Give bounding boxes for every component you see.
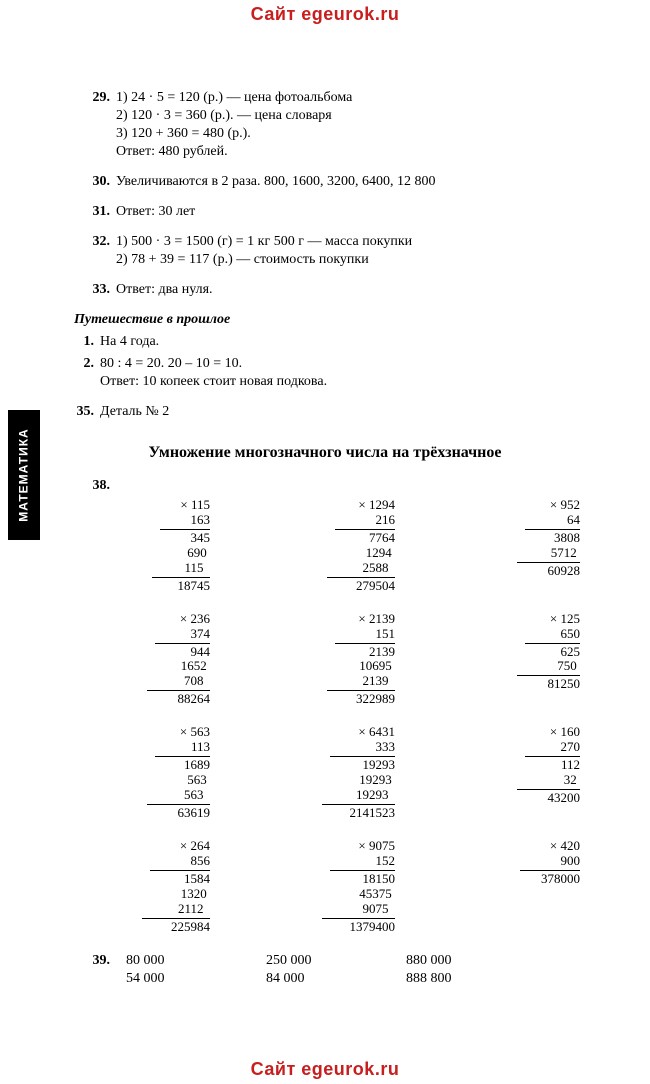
answer-column: 880 000888 800 <box>406 953 546 989</box>
multiplication-column: × 563 113 1689 563 563 63619 <box>120 725 210 821</box>
problem-text: 1) 24 · 5 = 120 (р.) — цена фотоальбома <box>116 90 352 105</box>
multiplication-column: × 952 64 38085712 60928 <box>490 498 580 594</box>
problem-num: 31. <box>74 204 110 220</box>
multiplication-column: × 1294 216 7764 1294 2588 279504 <box>305 498 395 594</box>
problem-num: 35. <box>74 404 94 420</box>
problem-text: 2) 120 · 3 = 360 (р.). — цена словаря <box>116 108 610 124</box>
problem-text: Деталь № 2 <box>100 404 169 419</box>
problem-29: 29. 1) 24 · 5 = 120 (р.) — цена фотоальбо… <box>74 90 610 160</box>
multiplication-column: × 115 163 345 690 115 18745 <box>120 498 210 594</box>
answer-column: 80 00054 000 <box>126 953 266 989</box>
problem-text: Ответ: два нуля. <box>116 282 213 297</box>
multiplication-column: × 160 270 112 32 43200 <box>490 725 580 821</box>
problem-num: 38. <box>74 478 110 494</box>
answer-column: 250 00084 000 <box>266 953 406 989</box>
multiplication-column: × 6431 333 19293 19293 19293 2141523 <box>305 725 395 821</box>
past-problem-1: 1. На 4 года. <box>74 334 610 350</box>
problem-text: Ответ: 30 лет <box>116 204 195 219</box>
problem-text: Ответ: 480 рублей. <box>116 144 610 160</box>
problem-text: Ответ: 10 копеек стоит новая подкова. <box>100 374 610 390</box>
problem-num: 33. <box>74 282 110 298</box>
watermark-bottom: Сайт egeurok.ru <box>251 1059 400 1080</box>
multiplication-row: × 236 374 9441652 708 88264 × 2139 151 21… <box>120 612 580 708</box>
page-content: 29. 1) 24 · 5 = 120 (р.) — цена фотоальбо… <box>0 0 650 1029</box>
past-problem-2: 2. 80 : 4 = 20. 20 – 10 = 10. Ответ: 10 к… <box>74 356 610 390</box>
multiplication-column: × 125 650 625 750 81250 <box>490 612 580 708</box>
problem-31: 31. Ответ: 30 лет <box>74 204 610 220</box>
multiplication-column: × 264 856 1584 1320 2112 225984 <box>120 839 210 935</box>
multiplication-row: × 264 856 1584 1320 2112 225984 × 9075 15… <box>120 839 580 935</box>
problem-num: 32. <box>74 234 110 250</box>
problem-num: 29. <box>74 90 110 106</box>
problem-text: 80 : 4 = 20. 20 – 10 = 10. <box>100 356 242 371</box>
problem-text: Увеличиваются в 2 раза. 800, 1600, 3200,… <box>116 174 436 189</box>
problem-text: 2) 78 + 39 = 117 (р.) — стоимость покупк… <box>116 252 610 268</box>
problem-33: 33. Ответ: два нуля. <box>74 282 610 298</box>
problem-num: 30. <box>74 174 110 190</box>
problem-38: 38. × 115 163 345 690 115 18745 × 1294 21… <box>40 478 610 935</box>
problem-text: 3) 120 + 360 = 480 (р.). <box>116 126 610 142</box>
section-title-past: Путешествие в прошлое <box>74 312 610 328</box>
problem-30: 30. Увеличиваются в 2 раза. 800, 1600, 32… <box>74 174 610 190</box>
problem-39: 39. 80 00054 000250 00084 000880 000888 … <box>74 953 610 989</box>
multiplication-column: × 2139 151 213910695 2139 322989 <box>305 612 395 708</box>
problem-num: 2. <box>74 356 94 372</box>
problem-num: 39. <box>74 953 110 989</box>
problem-text: На 4 года. <box>100 334 159 349</box>
multiplication-column: × 420 900378000 <box>490 839 580 935</box>
section-title-multiplication: Умножение многозначного числа на трёхзна… <box>40 444 610 462</box>
problem-35: 35. Деталь № 2 <box>74 404 610 420</box>
multiplication-row: × 115 163 345 690 115 18745 × 1294 216 77… <box>120 498 580 594</box>
watermark-top: Сайт egeurok.ru <box>251 4 400 25</box>
multiplication-column: × 236 374 9441652 708 88264 <box>120 612 210 708</box>
problem-num: 1. <box>74 334 94 350</box>
problem-32: 32. 1) 500 · 3 = 1500 (г) = 1 кг 500 г — … <box>74 234 610 268</box>
multiplication-column: × 9075 152 18150 45375 9075 1379400 <box>305 839 395 935</box>
problem-text: 1) 500 · 3 = 1500 (г) = 1 кг 500 г — мас… <box>116 234 412 249</box>
multiplication-row: × 563 113 1689 563 563 63619 × 6431 333 1… <box>120 725 580 821</box>
